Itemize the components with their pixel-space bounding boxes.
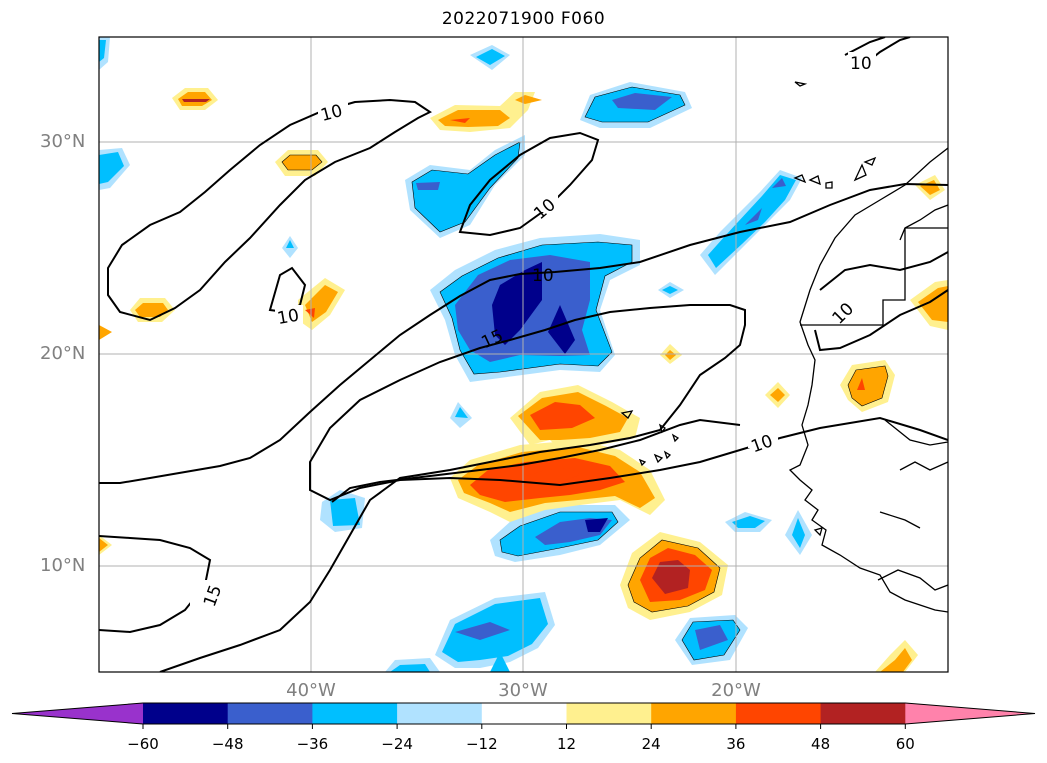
colorbar-segment xyxy=(143,703,229,724)
contour-labels: 10 10 10 10 10 10 15 15 10 xyxy=(190,52,876,610)
colorbar-tick-label: 24 xyxy=(641,735,661,753)
colorbar-segment xyxy=(312,703,398,724)
lon-label-40w: 40°W xyxy=(286,680,336,701)
colorbar-tick-label: 48 xyxy=(811,735,831,753)
colorbar-tick-label: −60 xyxy=(127,735,159,753)
map-plot-area: 10 10 10 10 10 10 15 15 10 xyxy=(99,37,948,672)
colorbar-segment xyxy=(227,703,313,724)
colorbar-segment xyxy=(397,703,483,724)
colorbar-tick-label: −36 xyxy=(296,735,329,753)
colorbar-tick-label: −12 xyxy=(465,735,498,753)
contour-label: 10 xyxy=(532,266,554,286)
colorbar-tick-label: −48 xyxy=(211,735,244,753)
coastlines xyxy=(620,81,948,613)
lat-label-30n: 30°N xyxy=(40,131,86,152)
lat-label-10n: 10°N xyxy=(40,555,86,576)
colorbar xyxy=(11,702,1036,725)
positive-anomaly-fill xyxy=(99,88,948,672)
colorbar-segment xyxy=(481,703,567,724)
contour-lines xyxy=(99,37,948,672)
lat-label-20n: 20°N xyxy=(40,343,86,364)
colorbar-tick-label: 60 xyxy=(895,735,915,753)
colorbar-tick-label: −24 xyxy=(381,735,413,753)
colorbar-segment xyxy=(566,703,652,724)
colorbar-tick-label: 12 xyxy=(556,735,577,753)
map-gridlines xyxy=(99,37,948,672)
map-title: 2022071900 F060 xyxy=(441,9,606,29)
lon-label-20w: 20°W xyxy=(711,680,761,701)
colorbar-segment xyxy=(651,703,737,724)
colorbar-tick-marks xyxy=(142,724,906,729)
map-frame xyxy=(98,36,949,673)
colorbar-segment xyxy=(735,703,822,724)
contour-label: 10 xyxy=(276,306,301,329)
lon-label-30w: 30°W xyxy=(498,680,548,701)
colorbar-extend-max xyxy=(905,703,1035,724)
colorbar-extend-min xyxy=(12,703,143,724)
colorbar-tick-label: 36 xyxy=(726,735,746,753)
contour-label: 10 xyxy=(850,54,872,74)
anomaly-outline xyxy=(281,86,889,661)
colorbar-segment xyxy=(820,703,906,724)
